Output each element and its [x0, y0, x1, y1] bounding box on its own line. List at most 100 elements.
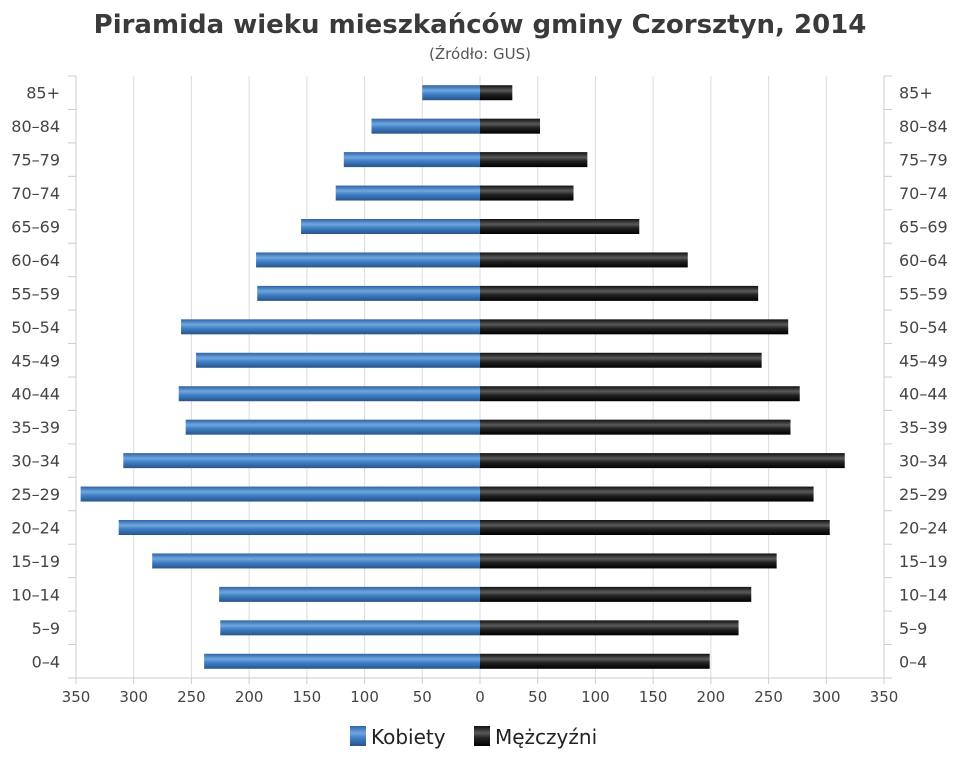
bar-mezczyzni-25–29[interactable] [480, 486, 814, 502]
x-tick-label: 0 [475, 688, 485, 706]
category-label-left: 35–39 [11, 418, 60, 437]
bar-kobiety-0–4[interactable] [204, 653, 480, 669]
category-label-right: 15–19 [899, 552, 948, 571]
category-label-right: 20–24 [899, 519, 948, 538]
category-label-left: 70–74 [11, 184, 60, 203]
category-labels: 85+ 85+ 80–84 80–84 75–79 75–79 70–74 70–74 65–6… [11, 84, 947, 672]
category-label-left: 50–54 [11, 318, 60, 337]
x-tick-label: 200 [697, 688, 726, 706]
x-tick-labels: 350 300 250 200 150 100 50 0 50 100 150 200 250 300 35… [62, 688, 899, 706]
category-label-right: 75–79 [899, 151, 948, 170]
legend-label-mezczyzni: Mężczyźni [495, 725, 597, 749]
bar-mezczyzni-50–54[interactable] [480, 319, 789, 335]
category-label-right: 80–84 [899, 117, 948, 136]
axes [68, 75, 892, 684]
category-label-right: 5–9 [899, 619, 927, 638]
category-label-right: 60–64 [899, 251, 948, 270]
x-tick-label: 50 [413, 688, 432, 706]
category-label-left: 25–29 [11, 485, 60, 504]
bar-kobiety-15–19[interactable] [152, 553, 480, 569]
category-label-right: 50–54 [899, 318, 948, 337]
x-tick-label: 150 [293, 688, 322, 706]
x-tick-label: 300 [119, 688, 148, 706]
bar-kobiety-30–34[interactable] [123, 453, 480, 469]
bar-mezczyzni-30–34[interactable] [480, 453, 845, 469]
bar-mezczyzni-5–9[interactable] [480, 620, 739, 636]
grid-lines [133, 76, 827, 678]
x-tick-label: 300 [812, 688, 841, 706]
bar-kobiety-25–29[interactable] [80, 486, 481, 502]
bar-kobiety-10–14[interactable] [219, 586, 481, 602]
category-label-left: 45–49 [11, 351, 60, 370]
legend-swatch-kobiety [350, 726, 366, 746]
category-label-right: 40–44 [899, 385, 948, 404]
bar-kobiety-5–9[interactable] [220, 620, 481, 636]
x-tick-label: 250 [754, 688, 783, 706]
category-label-left: 10–14 [11, 585, 60, 604]
bar-mezczyzni-20–24[interactable] [480, 520, 830, 535]
legend-item-mezczyzni[interactable]: Mężczyźni [474, 725, 597, 749]
x-tick-label: 100 [350, 688, 379, 706]
category-label-left: 30–34 [11, 452, 60, 471]
category-label-right: 30–34 [899, 452, 948, 471]
bar-kobiety-80–84[interactable] [371, 118, 480, 134]
bar-mezczyzni-60–64[interactable] [480, 252, 688, 268]
bar-kobiety-35–39[interactable] [185, 419, 480, 435]
legend-item-kobiety[interactable]: Kobiety [350, 725, 446, 749]
category-label-left: 0–4 [32, 652, 60, 671]
category-label-left: 55–59 [11, 284, 60, 303]
x-tick-label: 350 [870, 688, 899, 706]
category-label-right: 10–14 [899, 585, 948, 604]
bar-mezczyzni-45–49[interactable] [480, 352, 762, 368]
bar-mezczyzni-0–4[interactable] [480, 653, 710, 669]
category-label-right: 70–74 [899, 184, 948, 203]
chart-subtitle: (Źródło: GUS) [429, 44, 531, 63]
x-tick-label: 350 [62, 688, 91, 706]
category-label-right: 55–59 [899, 284, 948, 303]
category-label-right: 0–4 [899, 652, 927, 671]
bar-kobiety-40–44[interactable] [178, 386, 480, 402]
bar-mezczyzni-35–39[interactable] [480, 419, 791, 435]
x-tick-label: 50 [528, 688, 547, 706]
bar-kobiety-70–74[interactable] [335, 185, 480, 201]
bar-mezczyzni-10–14[interactable] [480, 586, 752, 602]
category-label-right: 35–39 [899, 418, 948, 437]
category-label-right: 65–69 [899, 218, 948, 237]
bar-mezczyzni-65–69[interactable] [480, 219, 640, 234]
category-label-left: 85+ [26, 84, 60, 103]
bar-kobiety-20–24[interactable] [118, 520, 481, 535]
bar-kobiety-75–79[interactable] [343, 152, 480, 168]
category-label-right: 45–49 [899, 351, 948, 370]
bar-mezczyzni-70–74[interactable] [480, 185, 574, 201]
bar-kobiety-55–59[interactable] [257, 285, 480, 301]
bar-kobiety-45–49[interactable] [196, 352, 480, 368]
category-label-left: 60–64 [11, 251, 60, 270]
bar-kobiety-85+[interactable] [422, 85, 480, 101]
legend[interactable]: Kobiety Mężczyźni [350, 725, 597, 749]
category-label-right: 85+ [899, 84, 933, 103]
bars [80, 85, 845, 669]
x-tick-label: 150 [639, 688, 668, 706]
x-tick-label: 250 [177, 688, 206, 706]
category-label-right: 25–29 [899, 485, 948, 504]
category-label-left: 20–24 [11, 519, 60, 538]
bar-mezczyzni-15–19[interactable] [480, 553, 777, 569]
legend-label-kobiety: Kobiety [371, 725, 446, 749]
bar-mezczyzni-55–59[interactable] [480, 285, 759, 301]
category-label-left: 5–9 [32, 619, 60, 638]
category-label-left: 65–69 [11, 218, 60, 237]
bar-mezczyzni-80–84[interactable] [480, 118, 541, 134]
bar-mezczyzni-85+[interactable] [480, 85, 513, 101]
category-label-left: 75–79 [11, 151, 60, 170]
bar-kobiety-65–69[interactable] [301, 219, 480, 234]
x-tick-label: 200 [235, 688, 264, 706]
bar-mezczyzni-40–44[interactable] [480, 386, 800, 402]
category-label-left: 80–84 [11, 117, 60, 136]
category-label-left: 40–44 [11, 385, 60, 404]
bar-kobiety-60–64[interactable] [256, 252, 480, 268]
bar-kobiety-50–54[interactable] [181, 319, 481, 335]
category-label-left: 15–19 [11, 552, 60, 571]
bar-mezczyzni-75–79[interactable] [480, 152, 588, 168]
